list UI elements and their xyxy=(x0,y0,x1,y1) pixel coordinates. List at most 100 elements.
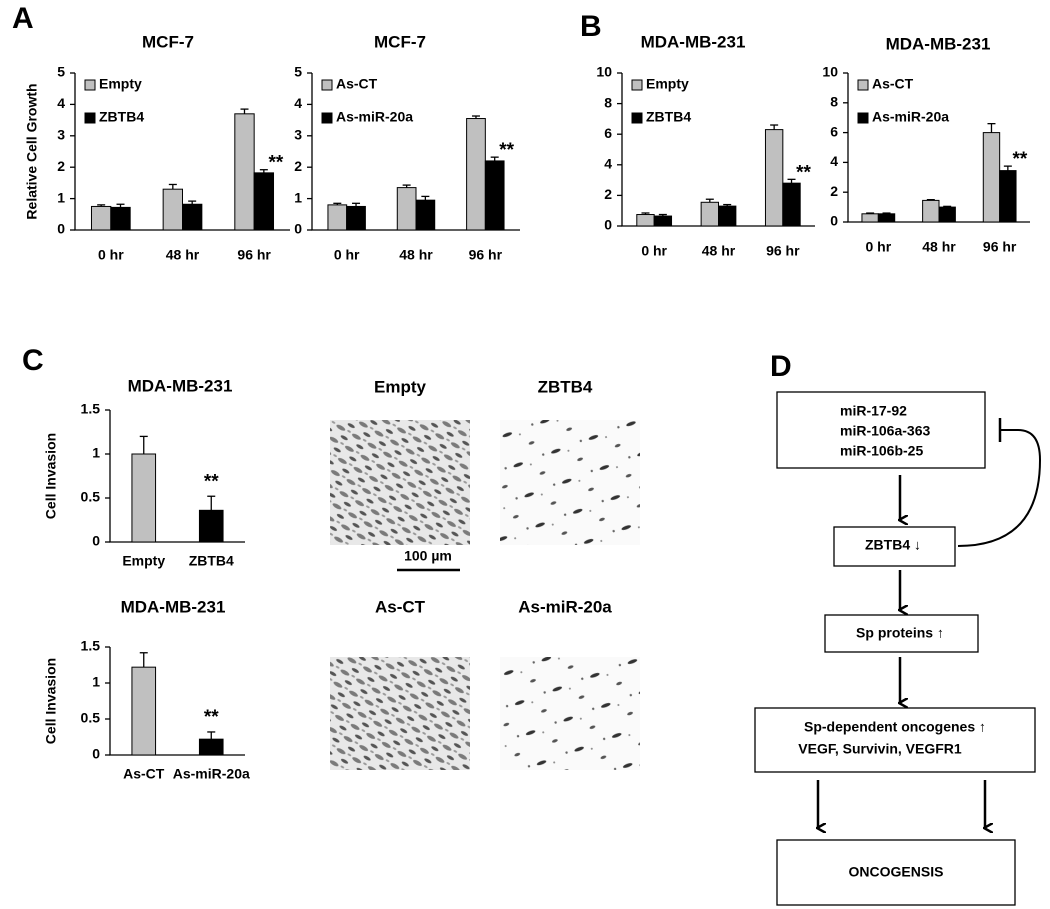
bar xyxy=(982,132,1001,223)
node-text: Sp proteins ↑ xyxy=(856,625,944,641)
bar xyxy=(162,188,183,231)
diagram-node xyxy=(833,526,956,567)
legend-marker xyxy=(321,112,333,124)
legend-label: As-miR-20a xyxy=(336,109,413,125)
significance-label: ** xyxy=(1012,149,1027,170)
chart-title: MDA-MB-231 xyxy=(886,34,991,53)
x-tick-label: 96 hr xyxy=(469,247,503,263)
bar xyxy=(938,206,956,223)
diagram-node xyxy=(776,391,986,469)
bar xyxy=(327,204,348,231)
y-tick-label: 2 xyxy=(604,186,612,202)
panel-label: D xyxy=(770,350,792,383)
legend-label: As-CT xyxy=(872,76,914,92)
x-tick-label: 0 hr xyxy=(641,243,667,259)
y-tick-label: 1 xyxy=(92,674,100,690)
micrograph xyxy=(330,420,470,545)
y-tick-label: 8 xyxy=(830,94,838,110)
micrographs: Empty ZBTB4 As-CT As-miR-20a 100 µm xyxy=(330,377,640,770)
x-tick-label: 96 hr xyxy=(983,239,1017,255)
significance-label: ** xyxy=(204,471,219,492)
bar xyxy=(877,213,896,223)
y-tick-label: 2 xyxy=(57,158,65,174)
y-axis-label: Relative Cell Growth xyxy=(24,83,40,219)
bar xyxy=(466,118,486,231)
y-tick-label: 4 xyxy=(604,156,612,172)
micrograph-label: As-CT xyxy=(375,597,426,616)
y-tick-label: 0 xyxy=(294,221,302,237)
x-tick-label: 0 hr xyxy=(98,247,124,263)
micrograph-label: Empty xyxy=(374,377,427,396)
y-tick-label: 2 xyxy=(294,158,302,174)
bar xyxy=(999,170,1017,223)
node-text: miR-106a-363 xyxy=(840,423,930,439)
chart-title: MDA-MB-231 xyxy=(121,597,226,616)
y-tick-label: 4 xyxy=(294,95,302,111)
x-tick-label: As-miR-20a xyxy=(173,766,250,782)
x-tick-label: 48 hr xyxy=(702,243,736,259)
y-tick-label: 5 xyxy=(57,64,65,80)
legend-label: As-miR-20a xyxy=(872,109,949,125)
y-tick-label: 1.5 xyxy=(81,401,101,417)
y-tick-label: 8 xyxy=(604,94,612,110)
bar xyxy=(764,129,784,227)
legend-label: ZBTB4 xyxy=(646,109,691,125)
x-tick-label: 0 hr xyxy=(334,247,360,263)
panel-label: C xyxy=(22,344,44,377)
x-tick-label: ZBTB4 xyxy=(189,553,234,569)
x-tick-label: As-CT xyxy=(123,766,165,782)
chart-title: MCF-7 xyxy=(142,32,194,51)
x-tick-label: 48 hr xyxy=(922,239,956,255)
chart-title: MCF-7 xyxy=(374,32,426,51)
node-text: ONCOGENSIS xyxy=(849,864,944,880)
micrograph-label: As-miR-20a xyxy=(518,597,612,616)
bar xyxy=(718,205,737,227)
y-tick-label: 6 xyxy=(830,123,838,139)
y-tick-label: 0 xyxy=(57,221,65,237)
pathway-diagram: miR-17-92 miR-106a-363 miR-106b-25 ZBTB4… xyxy=(754,391,1042,906)
significance-label: ** xyxy=(204,707,219,728)
y-tick-label: 6 xyxy=(604,125,612,141)
y-tick-label: 0 xyxy=(830,213,838,229)
legend-marker xyxy=(84,112,96,124)
y-axis-label: Cell Invasion xyxy=(43,658,59,744)
legend-label: Empty xyxy=(99,76,142,92)
inhibition-line xyxy=(957,429,1042,547)
legend-label: ZBTB4 xyxy=(99,109,144,125)
axis-line xyxy=(109,410,245,543)
y-tick-label: 1 xyxy=(57,189,65,205)
axis-line xyxy=(109,647,245,756)
y-tick-label: 0.5 xyxy=(81,489,101,505)
y-tick-label: 5 xyxy=(294,64,302,80)
y-tick-label: 0.5 xyxy=(81,710,101,726)
y-tick-label: 0 xyxy=(92,533,100,549)
micrograph xyxy=(500,657,640,770)
bar xyxy=(653,215,673,227)
y-tick-label: 4 xyxy=(57,95,65,111)
bar xyxy=(198,738,224,756)
y-tick-label: 2 xyxy=(830,183,838,199)
legend-marker xyxy=(84,79,96,91)
diagram-node xyxy=(776,839,1016,906)
legend-marker xyxy=(857,79,869,91)
significance-label: ** xyxy=(499,140,514,161)
bar xyxy=(131,666,157,756)
x-tick-label: 96 hr xyxy=(237,247,271,263)
diagram-node xyxy=(824,614,979,653)
chart-title: MDA-MB-231 xyxy=(128,376,233,395)
node-text: miR-106b-25 xyxy=(840,443,923,459)
bar xyxy=(110,206,131,231)
y-axis-label: Cell Invasion xyxy=(43,433,59,519)
legend-marker xyxy=(321,79,333,91)
node-text: miR-17-92 xyxy=(840,403,907,419)
bar xyxy=(198,509,224,543)
panel-label: B xyxy=(580,10,602,43)
bar xyxy=(636,214,655,227)
y-tick-label: 1 xyxy=(92,445,100,461)
y-tick-label: 1.5 xyxy=(81,638,101,654)
x-tick-label: 48 hr xyxy=(399,247,433,263)
x-tick-label: Empty xyxy=(122,553,165,569)
bar xyxy=(782,182,801,227)
bar xyxy=(415,199,436,231)
